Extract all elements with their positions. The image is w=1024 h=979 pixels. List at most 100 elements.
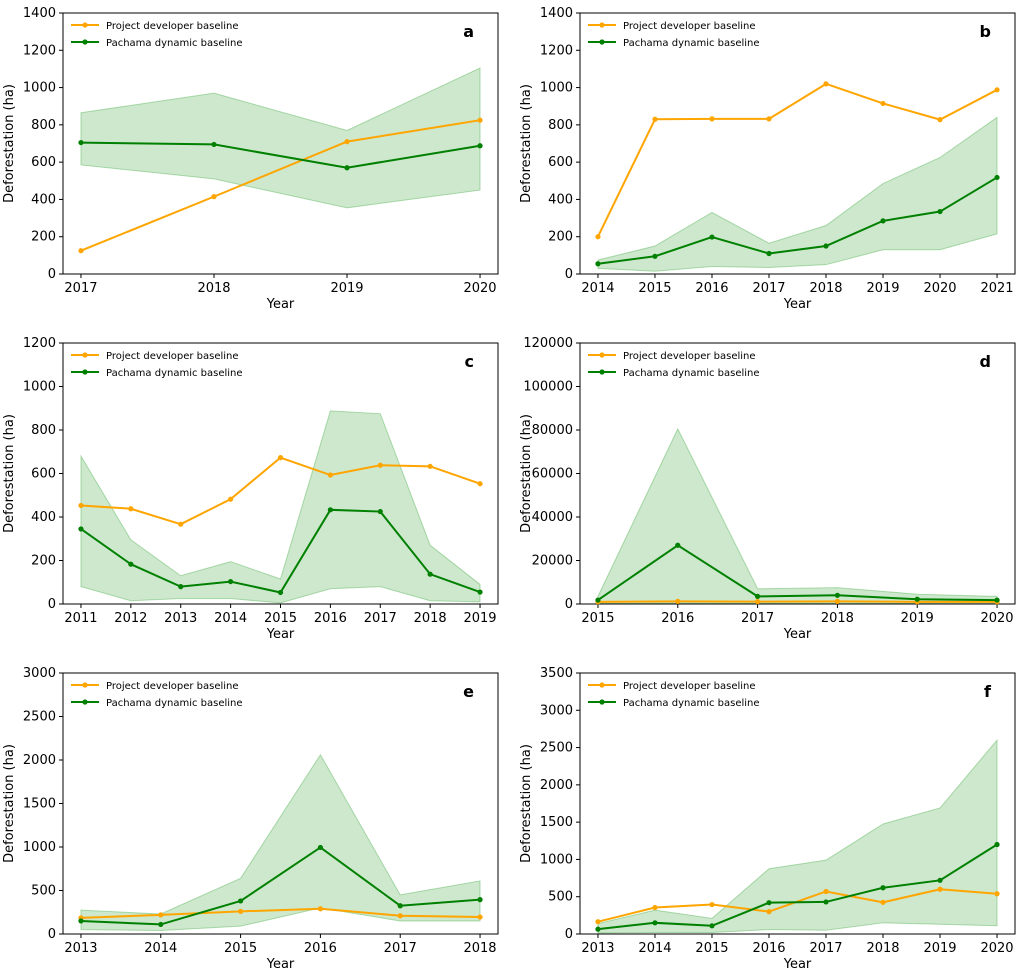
data-point [228,496,234,502]
legend: Project developer baseline Pachama dynami… [588,681,760,709]
data-point [397,903,403,909]
y-tick-label: 20000 [532,554,573,569]
data-point [78,918,84,924]
y-tick-label: 60000 [532,467,573,482]
x-tick-label: 2018 [197,281,230,296]
x-tick-label: 2015 [264,611,297,626]
y-tick-label: 1200 [540,43,573,58]
axes-frame [62,12,499,275]
panel-b: 0 200 400 600 800 1000 1200 1400 2014 2015 2016 201… [519,6,1016,312]
data-point [766,250,772,257]
x-tick-label: 2018 [809,281,842,296]
x-tick-label: 2019 [330,281,363,296]
x-tick-label: 2019 [901,611,934,626]
x-tick-label: 2020 [980,611,1013,626]
y-tick-label: 0 [565,267,573,282]
x-tick-label: 2013 [164,611,197,626]
y-tick-label: 1500 [23,797,56,812]
y-tick-label: 500 [548,890,573,905]
data-point [344,139,350,145]
data-point [158,912,164,918]
x-tick-label: 2020 [980,941,1013,956]
y-tick-label: 0 [48,267,56,282]
x-tick-label: 2020 [923,281,956,296]
data-point [397,913,403,919]
y-tick-label: 0 [48,927,56,942]
data-point [477,117,483,123]
data-point [994,891,1000,897]
legend-label: Project developer baseline [623,351,756,362]
data-point [237,898,244,904]
data-point [128,561,134,567]
y-axis-label: Deforestation (ha) [2,744,17,863]
legend: Project developer baseline Pachama dynami… [71,681,243,709]
data-point [914,596,920,602]
panel-label: d [980,352,991,371]
x-tick-label: 2015 [695,941,728,956]
data-point [709,901,715,908]
data-point [78,248,84,254]
data-point [317,844,324,851]
y-tick-label: 40000 [532,510,573,525]
legend: Project developer baseline Pachama dynami… [71,351,243,379]
data-point [834,592,841,598]
y-tick-label: 1200 [23,336,56,351]
x-tick-label: 2014 [581,281,614,296]
y-tick-label: 3500 [540,666,573,681]
data-point [277,589,284,596]
confidence-band [597,116,998,272]
x-tick-label: 2016 [314,611,347,626]
legend-label: Project developer baseline [623,681,756,692]
y-tick-label: 800 [31,423,56,438]
panel-d: 0 20000 40000 60000 80000 100000 120000 2015 201… [519,336,1016,642]
data-point [823,888,829,895]
series-line-pachama [597,176,998,265]
x-tick-label: 2017 [364,611,397,626]
data-point [709,234,715,240]
x-tick-label: 2017 [809,941,842,956]
y-tick-label: 1000 [540,852,573,867]
series-line-pachama [597,544,998,602]
x-tick-label: 2015 [224,941,257,956]
x-tick-label: 2019 [866,281,899,296]
legend-swatch-marker [82,39,88,45]
legend: Project developer baseline Pachama dynami… [588,21,760,49]
data-point [834,598,841,604]
data-point [823,243,829,249]
x-axis-label: Year [783,627,812,642]
legend-swatch-marker [82,369,88,375]
x-tick-label: 2013 [64,941,97,956]
x-tick-label: 2017 [64,281,97,296]
axes-frame [579,672,1016,935]
data-point [880,218,886,224]
x-tick-label: 2018 [866,941,899,956]
data-point [477,589,483,595]
x-axis-label: Year [266,957,295,972]
x-tick-label: 2018 [414,611,447,626]
x-tick-label: 2015 [638,281,671,296]
data-point [652,904,658,911]
data-point [128,506,134,512]
y-tick-label: 0 [565,597,573,612]
confidence-band [597,738,998,934]
data-point [994,597,1000,603]
data-point [427,571,433,577]
x-tick-label: 2017 [741,611,774,626]
y-tick-label: 0 [565,927,573,942]
x-tick-label: 2017 [752,281,785,296]
data-point [766,909,772,915]
legend: Project developer baseline Pachama dynami… [71,21,243,49]
y-tick-label: 80000 [532,423,573,438]
data-point [477,143,483,149]
data-point [327,507,333,513]
data-point [78,526,84,532]
x-axis-label: Year [266,297,295,312]
data-point [652,116,658,122]
y-tick-label: 800 [548,118,573,133]
legend-label: Pachama dynamic baseline [623,38,760,49]
y-tick-label: 400 [548,192,573,207]
series-line-developer [80,907,481,919]
data-point [709,116,715,122]
x-tick-label: 2020 [463,281,496,296]
